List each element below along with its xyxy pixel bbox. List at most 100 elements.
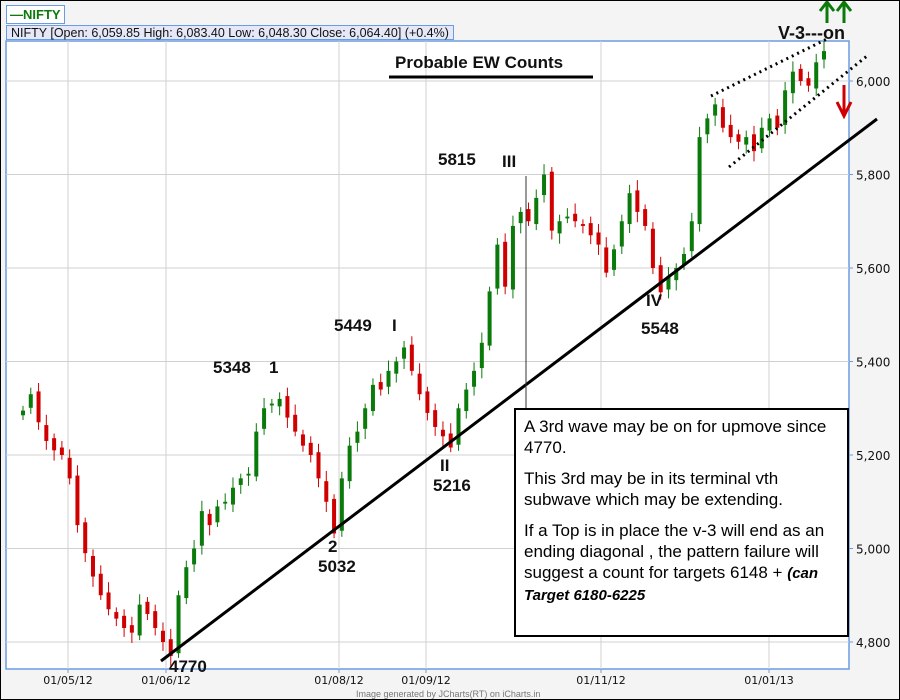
commentary-p2: This 3rd may be in its terminal vth subw… bbox=[524, 469, 783, 509]
y-tick-label: 4,800 bbox=[856, 636, 890, 650]
label-5815: 5815 bbox=[438, 150, 476, 169]
candle-body bbox=[160, 630, 165, 642]
candle-body bbox=[464, 389, 469, 412]
candle-body bbox=[518, 211, 523, 224]
credit-text: Image generated by JCharts(RT) on iChart… bbox=[356, 689, 541, 699]
commentary-box: A 3rd wave may be on for upmove since 47… bbox=[514, 408, 849, 637]
legend-line-icon: — bbox=[10, 7, 23, 22]
candle-body bbox=[580, 224, 585, 226]
y-tick-label: 5,200 bbox=[856, 449, 890, 463]
down-arrow-icon bbox=[835, 101, 853, 120]
candle-body bbox=[114, 612, 119, 619]
candle-body bbox=[324, 481, 329, 502]
candle-body bbox=[728, 124, 733, 138]
candle-body bbox=[775, 115, 780, 128]
y-tick-label: 5,400 bbox=[856, 356, 890, 370]
candle-body bbox=[378, 382, 383, 390]
candle-body bbox=[199, 511, 204, 546]
label-wave-II: II bbox=[440, 456, 450, 475]
commentary-p1: A 3rd wave may be on for upmove since 47… bbox=[524, 417, 827, 457]
candle-body bbox=[176, 595, 181, 654]
candle-body bbox=[122, 615, 127, 628]
candle-body bbox=[106, 592, 111, 610]
candle-body bbox=[635, 190, 640, 212]
label-wave-IV: IV bbox=[646, 291, 663, 310]
candle-body bbox=[588, 223, 593, 236]
candle-body bbox=[332, 498, 337, 534]
candle-body bbox=[798, 68, 803, 81]
candle-body bbox=[542, 174, 547, 196]
candle-body bbox=[479, 342, 484, 369]
candle-body bbox=[619, 221, 624, 247]
legend-nifty[interactable]: —NIFTY bbox=[6, 5, 65, 24]
candle-body bbox=[674, 268, 679, 281]
candle-body bbox=[705, 118, 710, 135]
candle-body bbox=[720, 107, 725, 128]
candle-body bbox=[658, 265, 663, 293]
candle-body bbox=[355, 431, 360, 443]
candle-body bbox=[75, 475, 80, 526]
candle-body bbox=[129, 625, 134, 633]
candle-body bbox=[783, 90, 788, 125]
candle-body bbox=[300, 434, 305, 446]
candle-body bbox=[503, 241, 508, 287]
candle-body bbox=[52, 438, 57, 451]
candle-body bbox=[456, 408, 461, 445]
candle-body bbox=[557, 221, 562, 234]
support-trendline bbox=[160, 117, 878, 663]
y-tick-label: 5,800 bbox=[856, 169, 890, 183]
candle-body bbox=[402, 347, 407, 359]
candle-body bbox=[549, 171, 554, 231]
candle-body bbox=[184, 567, 189, 599]
candle-body bbox=[308, 442, 313, 455]
candle-body bbox=[59, 447, 64, 455]
candle-body bbox=[565, 216, 570, 219]
candle-body bbox=[269, 403, 274, 406]
label-wave-2: 2 bbox=[328, 537, 338, 556]
candle-body bbox=[650, 228, 655, 268]
candle-body bbox=[277, 398, 282, 407]
candle-body bbox=[526, 209, 531, 222]
candle-body bbox=[534, 197, 539, 225]
candle-body bbox=[822, 51, 826, 60]
candle-body bbox=[433, 410, 438, 427]
channel-upper-line bbox=[710, 36, 830, 98]
candle-body bbox=[596, 232, 601, 245]
chart-title: Probable EW Counts bbox=[395, 53, 564, 72]
candle-body bbox=[510, 225, 515, 290]
x-tick-label: 01/05/12 bbox=[43, 674, 92, 687]
candle-body bbox=[472, 370, 477, 387]
candle-body bbox=[36, 391, 41, 423]
candle-body bbox=[643, 209, 648, 226]
candle-body bbox=[316, 452, 321, 479]
candle-body bbox=[409, 344, 414, 371]
candle-body bbox=[215, 506, 220, 523]
candle-body bbox=[246, 473, 251, 476]
candle-body bbox=[44, 425, 49, 441]
candle-body bbox=[767, 118, 772, 131]
candle-body bbox=[238, 478, 243, 485]
candle-body bbox=[682, 253, 687, 266]
candle-body bbox=[153, 611, 158, 628]
label-5348: 5348 bbox=[213, 358, 251, 377]
x-tick-label: 01/06/12 bbox=[141, 674, 190, 687]
candle-body bbox=[145, 601, 150, 614]
candle-body bbox=[347, 445, 352, 482]
candle-body bbox=[192, 548, 197, 565]
x-tick-label: 01/08/12 bbox=[314, 674, 363, 687]
candle-body bbox=[293, 414, 298, 432]
label-wave-I: I bbox=[392, 316, 397, 335]
candle-body bbox=[487, 291, 492, 346]
candle-body bbox=[67, 457, 72, 479]
label-wave-1: 1 bbox=[269, 358, 279, 377]
candle-body bbox=[207, 513, 212, 526]
label-5548: 5548 bbox=[641, 319, 679, 338]
candle-body bbox=[440, 429, 445, 437]
up-arrow-icon bbox=[835, 1, 853, 12]
candle-body bbox=[262, 408, 267, 429]
candle-body bbox=[98, 573, 103, 596]
candle-body bbox=[285, 396, 290, 418]
y-tick-label: 6,000 bbox=[856, 75, 890, 89]
candle-body bbox=[339, 478, 344, 531]
